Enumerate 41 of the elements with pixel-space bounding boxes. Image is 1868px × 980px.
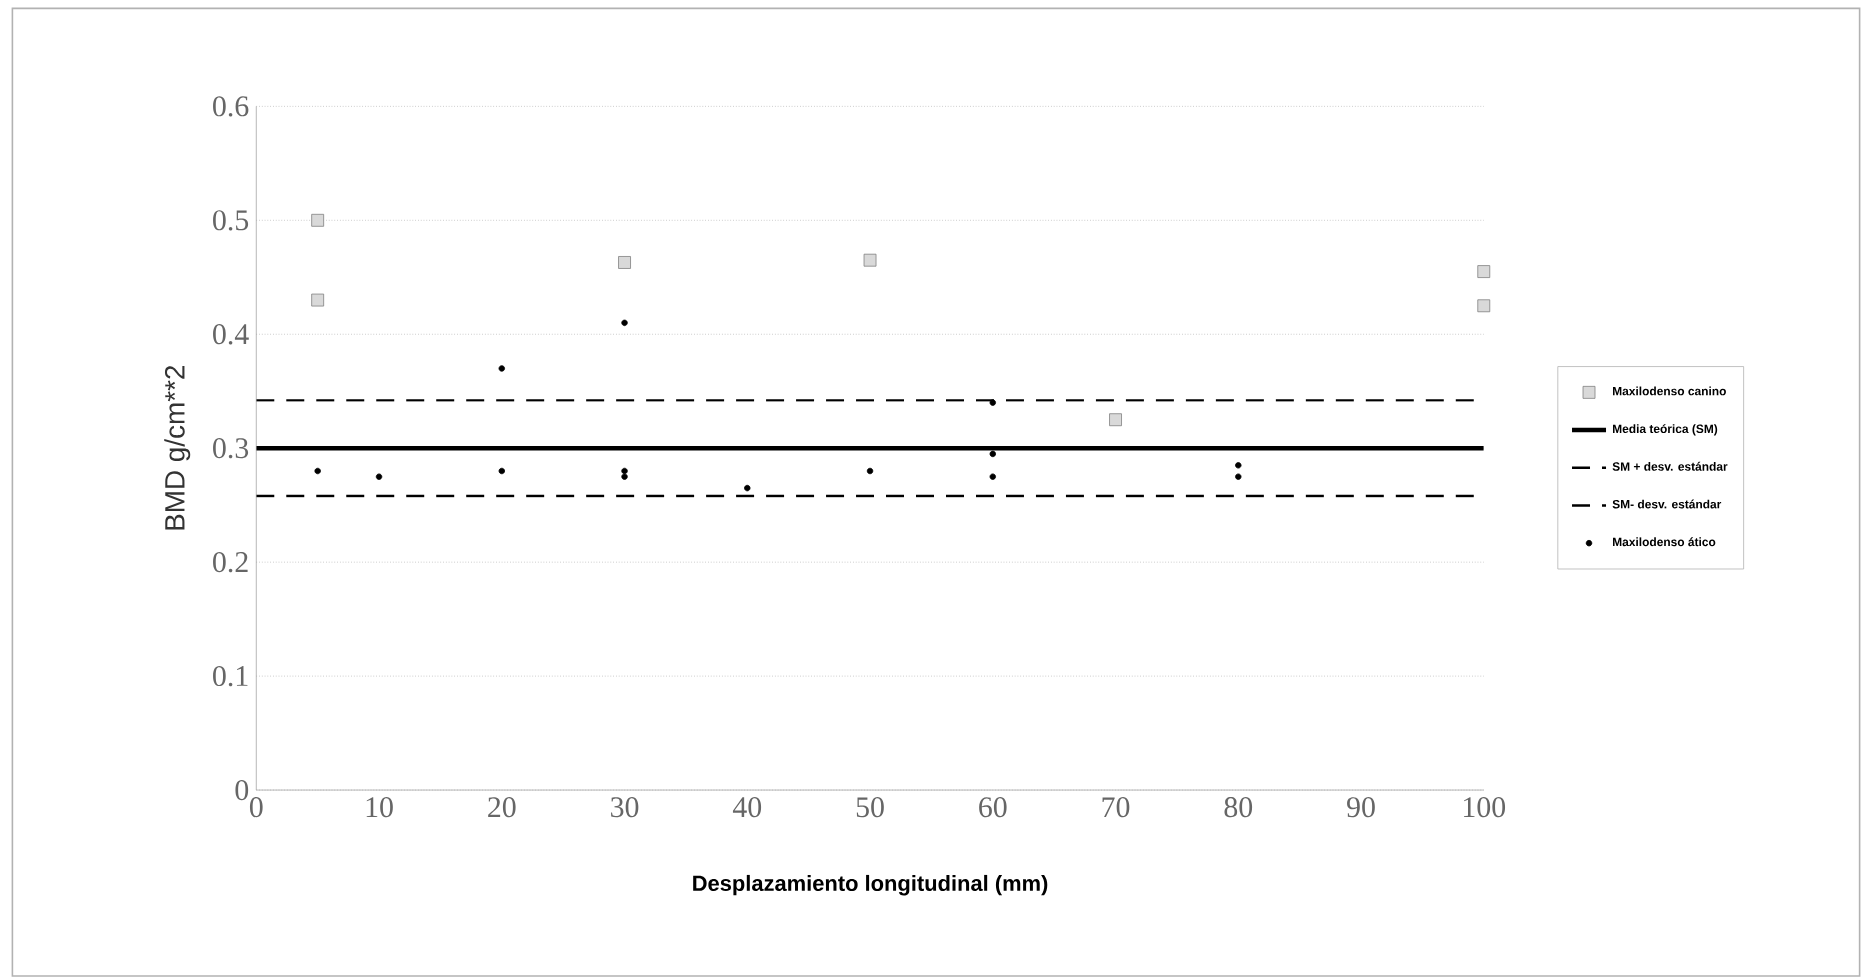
- point: [498, 365, 505, 372]
- point: [621, 467, 628, 475]
- point: [989, 450, 996, 457]
- point: [866, 467, 874, 475]
- point: [311, 293, 325, 307]
- y-axis-title: BMD g/cm**2: [164, 365, 191, 530]
- point: [375, 473, 383, 480]
- point: [618, 255, 631, 269]
- y-tick-label: 0.2: [213, 551, 248, 573]
- x-tick-label: 80: [1224, 796, 1253, 818]
- point: [621, 319, 628, 326]
- y-tick-label: 0.6: [213, 96, 249, 117]
- y-tick-label: 0.5: [213, 209, 249, 231]
- point: [311, 213, 325, 227]
- point: [863, 253, 877, 267]
- x-tick-label: 20: [488, 796, 516, 818]
- x-axis-title: Desplazamiento longitudinal (mm): [693, 874, 1048, 896]
- point: [1109, 413, 1122, 426]
- point: [621, 473, 628, 480]
- y-tick-label: 0.4: [213, 323, 249, 345]
- point: [1235, 473, 1242, 480]
- x-tick-label: 40: [732, 796, 762, 818]
- point: [498, 467, 505, 475]
- x-tick-label: 0: [249, 796, 263, 818]
- x-tick-label: 10: [366, 796, 393, 818]
- x-tick-label: 90: [1347, 796, 1375, 818]
- point: [989, 399, 996, 406]
- point: [1477, 299, 1491, 312]
- y-tick-label: 0.3: [213, 437, 249, 459]
- point: [744, 484, 751, 492]
- x-tick-label: 50: [856, 796, 884, 818]
- x-tick-label: 70: [1102, 796, 1130, 818]
- x-tick-label: 60: [979, 796, 1007, 818]
- point: [314, 467, 321, 475]
- x-tick-label: 100: [1464, 796, 1506, 818]
- y-tick-label: 0: [235, 779, 249, 800]
- x-tick-label: 30: [611, 796, 639, 818]
- point: [1235, 461, 1242, 469]
- point: [1477, 265, 1491, 278]
- point: [989, 473, 996, 480]
- y-tick-label: 0.1: [213, 665, 248, 687]
